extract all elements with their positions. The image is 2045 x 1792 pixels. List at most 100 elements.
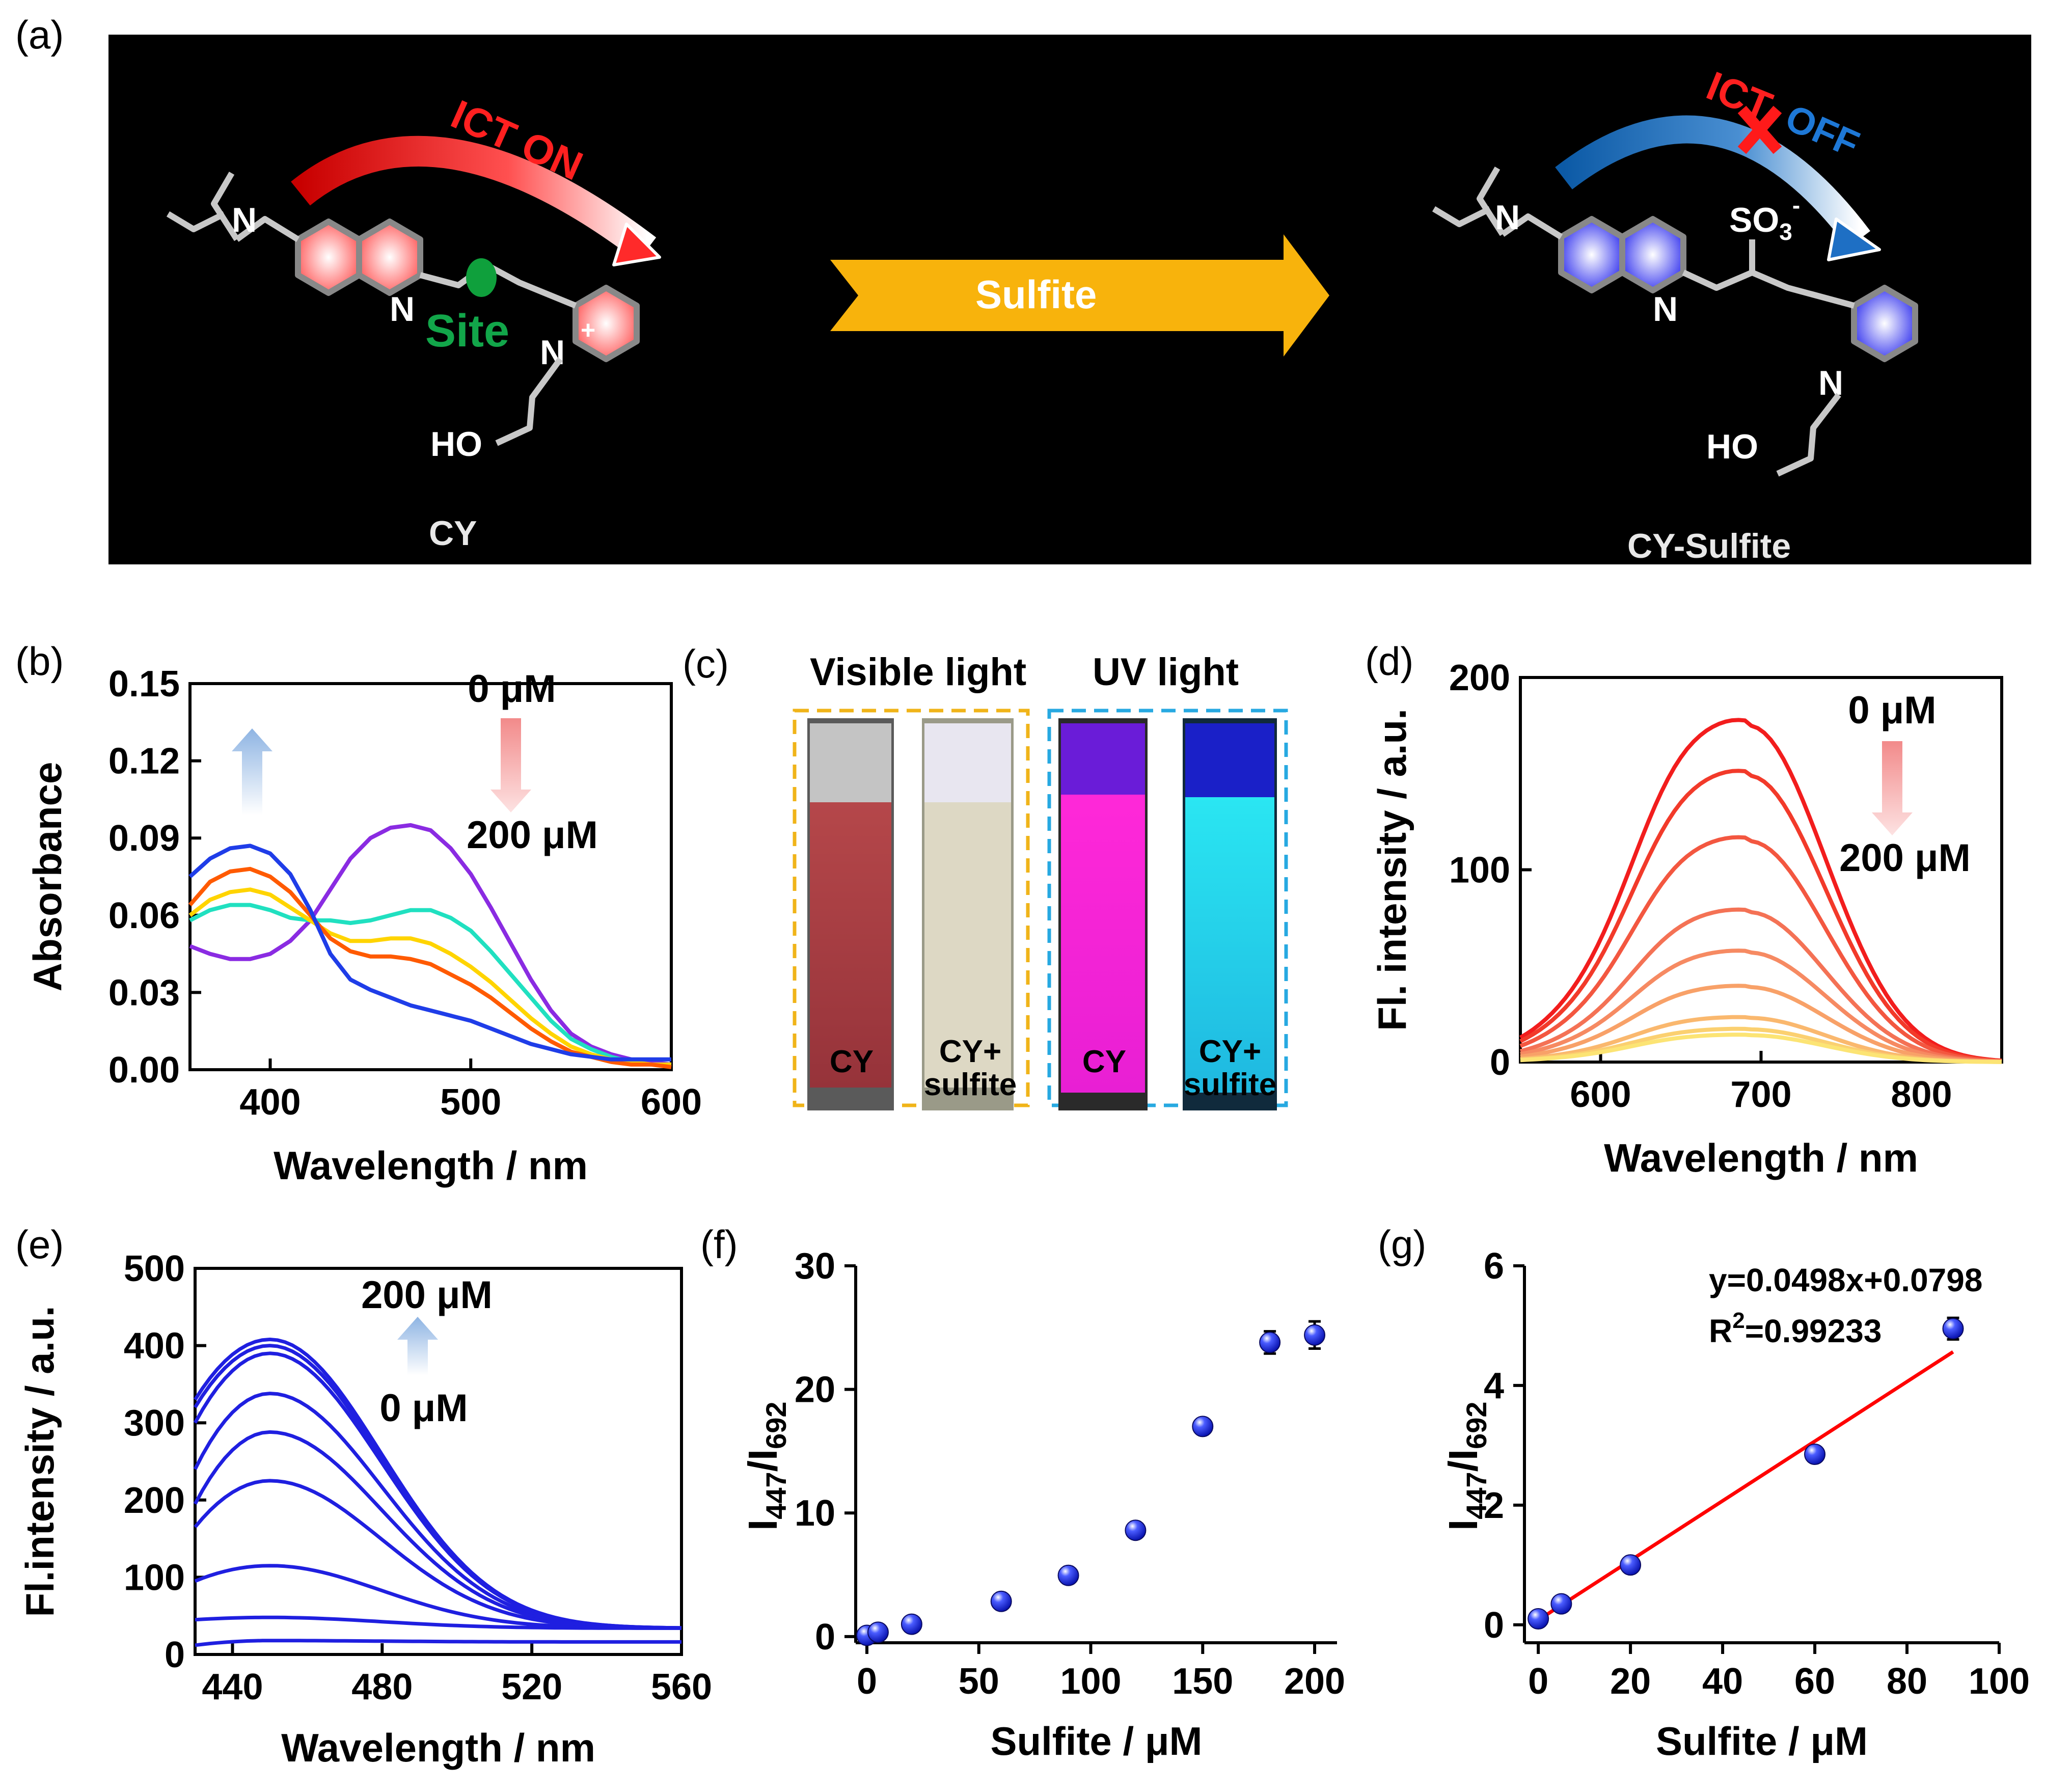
pyridinium-ring-blue <box>1851 285 1918 362</box>
x-tick-label: 80 <box>1887 1661 1927 1702</box>
x-axis-title: Wavelength / nm <box>281 1725 595 1770</box>
ethyl-2 <box>166 211 226 232</box>
y-axis-title: Fl. intensity / a.u. <box>1370 709 1414 1031</box>
y-axis-title-part: I <box>740 1519 785 1531</box>
y-tick-label: 500 <box>124 1248 185 1289</box>
x-tick-label: 0 <box>1528 1661 1548 1702</box>
x-tick-label: 40 <box>1702 1661 1743 1702</box>
y-axis-title-part: 447 <box>1460 1472 1492 1519</box>
cy-sulfite-structure: ICT OFF N SO3- N N HO CY-Sulfite <box>1432 63 1918 565</box>
x-tick-label: 150 <box>1172 1661 1233 1702</box>
r-squared-part: =0.99233 <box>1745 1313 1882 1349</box>
x-tick-label: 440 <box>202 1667 263 1707</box>
so3-label: SO3- <box>1729 192 1800 245</box>
quinoline-n-right: N <box>1653 290 1678 329</box>
x-tick-label: 480 <box>351 1667 413 1707</box>
annotation-0uM: 0 μM <box>468 667 556 711</box>
panel-a-label: (a) <box>15 12 64 57</box>
sulfite-arrow-label: Sulfite <box>975 272 1097 317</box>
panel-c: (c) Visible light UV light CY CY+ sulfit… <box>683 641 1288 1110</box>
site-label: Site <box>425 306 509 357</box>
ict-on-arrowhead <box>612 223 661 266</box>
x-tick-label: 520 <box>501 1667 562 1707</box>
fluorescence-series-line <box>1519 769 2002 1063</box>
x-tick-label: 0 <box>857 1661 877 1702</box>
quinoline-ring-b <box>356 219 423 296</box>
fluorescence-series-line <box>1520 984 2002 1064</box>
absorbance-series-line <box>188 844 671 1062</box>
fluorescence-series-line <box>195 1639 681 1647</box>
ict-off-arrowhead <box>1827 218 1881 261</box>
data-point <box>1304 1324 1326 1346</box>
sulfite-arrow <box>830 234 1329 357</box>
y-tick-label: 0.12 <box>108 741 180 782</box>
absorbance-series-line <box>188 887 671 1067</box>
data-point <box>1620 1554 1642 1576</box>
data-point <box>1259 1332 1281 1353</box>
cy-sulfite-name: CY-Sulfite <box>1627 527 1791 565</box>
amine-n: N <box>232 201 257 239</box>
plot-frame <box>194 1267 683 1656</box>
y-tick-label: 0 <box>815 1617 835 1658</box>
fluorescence-series-line <box>193 1430 682 1630</box>
cuvette-visible-cy <box>807 718 894 1110</box>
cy-structure: ICT ON N Site N N + HO CY <box>166 91 661 553</box>
y-tick-label: 30 <box>795 1246 835 1287</box>
annotation-0uM: 0 μM <box>379 1387 468 1430</box>
x-tick-label: 700 <box>1730 1074 1791 1115</box>
fluorescence-series-line <box>1519 835 2002 1064</box>
r-squared-part: 2 <box>1732 1308 1744 1333</box>
quinoline-ring-a <box>295 219 362 296</box>
y-tick-label: 0.00 <box>108 1050 180 1091</box>
y-tick-label: 400 <box>124 1326 185 1367</box>
data-point <box>1125 1519 1147 1541</box>
ho-label-right: HO <box>1706 427 1758 466</box>
annotation-200uM: 200 μM <box>1839 836 1971 880</box>
x-tick-label: 100 <box>1969 1661 2030 1702</box>
data-point <box>1550 1593 1572 1615</box>
cuvette-label-2b: sulfite <box>924 1067 1017 1102</box>
y-tick-label: 0 <box>165 1635 185 1675</box>
cy-name: CY <box>429 514 477 553</box>
y-tick-label: 0.09 <box>108 818 180 859</box>
panel-b-absorbance-chart: 400 500 600 0.00 0.03 0.06 0.09 0.12 0.15 Wavelen… <box>15 639 702 1188</box>
x-tick-label: 20 <box>1610 1661 1651 1702</box>
y-tick-label: 300 <box>124 1403 185 1444</box>
cuvette-uv-cy <box>1058 718 1148 1110</box>
annotation-200uM: 200 μM <box>361 1273 493 1317</box>
panel-g-linear-fit-chart: 0 20 40 60 80 100 0 2 4 6 Sulfite / μM I447/I692 (g)… <box>1378 1222 2030 1763</box>
data-point <box>990 1590 1012 1612</box>
y-tick-label: 0 <box>1484 1605 1504 1646</box>
fluorescence-series-line <box>1520 1033 2002 1064</box>
data-point <box>1192 1416 1214 1437</box>
panel-label: (f) <box>700 1222 738 1267</box>
ict-off-arc <box>1555 115 1870 248</box>
cuvette-label-4b: sulfite <box>1184 1067 1277 1102</box>
panel-label: (b) <box>15 639 64 684</box>
quinoline-n: N <box>390 290 415 329</box>
absorbance-series-line <box>189 823 672 1067</box>
y-axis-title-part: 447 <box>760 1472 792 1519</box>
site-dot <box>466 258 497 297</box>
y-tick-label: 0.06 <box>108 895 180 936</box>
x-tick-label: 100 <box>1060 1661 1121 1702</box>
increase-arrow-icon <box>397 1317 438 1375</box>
quinoline-ring-a-blue <box>1558 216 1625 293</box>
x-axis-title: Wavelength / nm <box>1604 1135 1918 1180</box>
y-tick-label: 4 <box>1484 1366 1504 1406</box>
cuvette-label-2a: CY+ <box>939 1034 1001 1069</box>
y-tick-label: 0.15 <box>108 664 180 704</box>
x-tick-label: 50 <box>959 1661 999 1702</box>
y-axis-title: Fl.intensity / a.u. <box>17 1306 62 1617</box>
y-tick-label: 6 <box>1484 1246 1504 1287</box>
x-axis-title: Sulfite / μM <box>990 1719 1202 1763</box>
cuvette-label-3: CY <box>1082 1044 1126 1079</box>
linear-fit-line <box>1537 1350 1954 1622</box>
ethyl-2-right <box>1432 206 1491 227</box>
data-point <box>867 1621 889 1643</box>
y-axis-title-part: 692 <box>1460 1401 1492 1449</box>
data-point <box>1057 1564 1079 1586</box>
x-axis-title: Sulfite / μM <box>1656 1719 1868 1763</box>
y-tick-label: 0.03 <box>108 972 180 1013</box>
y-tick-label: 20 <box>795 1370 835 1410</box>
